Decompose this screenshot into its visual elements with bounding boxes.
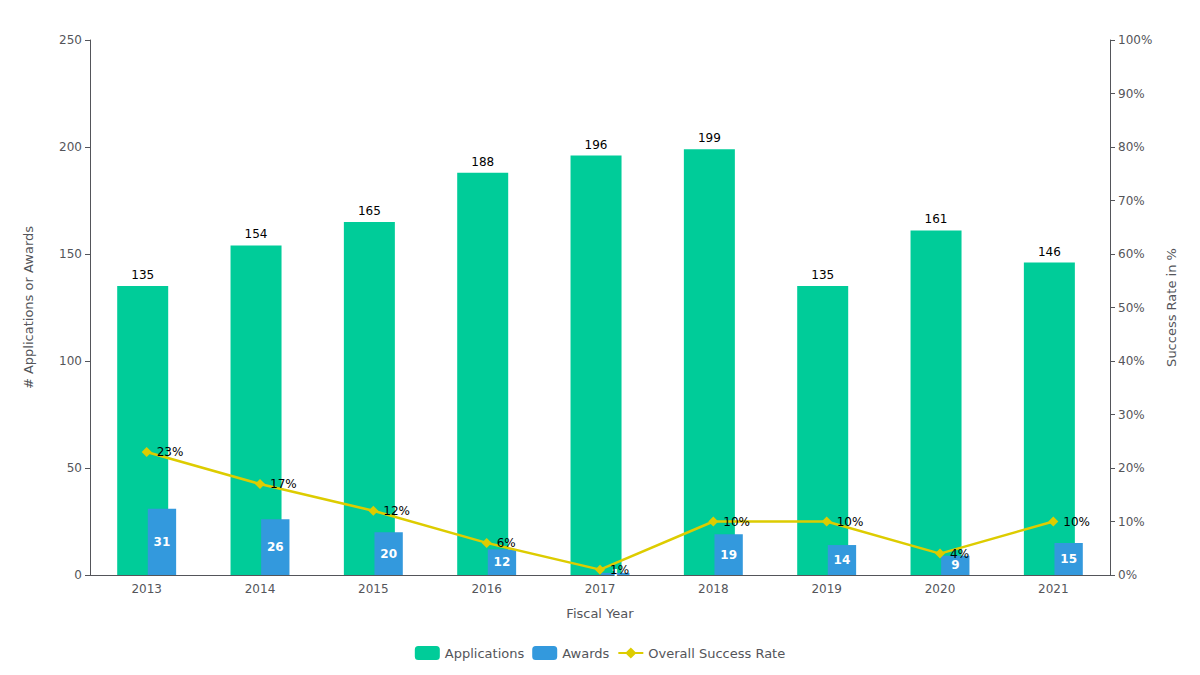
svg-text:6%: 6% xyxy=(497,536,516,550)
svg-text:2014: 2014 xyxy=(245,582,276,596)
svg-text:9: 9 xyxy=(951,558,960,573)
svg-text:150: 150 xyxy=(59,247,82,261)
svg-text:0%: 0% xyxy=(1118,568,1137,582)
svg-text:161: 161 xyxy=(925,212,948,226)
svg-text:135: 135 xyxy=(131,268,154,282)
svg-text:4%: 4% xyxy=(950,547,969,561)
svg-text:200: 200 xyxy=(59,140,82,154)
svg-text:Fiscal Year: Fiscal Year xyxy=(566,606,634,621)
svg-text:100%: 100% xyxy=(1118,33,1152,47)
svg-text:90%: 90% xyxy=(1118,87,1145,101)
svg-text:165: 165 xyxy=(358,204,381,218)
svg-text:Awards: Awards xyxy=(562,646,609,661)
svg-text:100: 100 xyxy=(59,354,82,368)
svg-text:10%: 10% xyxy=(837,515,864,529)
svg-text:80%: 80% xyxy=(1118,140,1145,154)
svg-text:26: 26 xyxy=(267,540,284,554)
svg-text:31: 31 xyxy=(154,535,171,549)
svg-text:14: 14 xyxy=(834,553,851,567)
svg-text:50%: 50% xyxy=(1118,301,1145,315)
svg-text:12%: 12% xyxy=(383,504,410,518)
svg-text:0: 0 xyxy=(74,568,82,582)
svg-text:2017: 2017 xyxy=(585,582,616,596)
svg-text:1%: 1% xyxy=(610,563,629,577)
svg-text:2015: 2015 xyxy=(358,582,389,596)
svg-text:2019: 2019 xyxy=(811,582,842,596)
svg-text:# Applications or Awards: # Applications or Awards xyxy=(21,226,36,389)
svg-text:Applications: Applications xyxy=(445,646,525,661)
svg-text:2021: 2021 xyxy=(1038,582,1069,596)
svg-text:10%: 10% xyxy=(723,515,750,529)
svg-text:60%: 60% xyxy=(1118,247,1145,261)
svg-text:23%: 23% xyxy=(157,445,184,459)
svg-text:199: 199 xyxy=(698,131,721,145)
svg-text:40%: 40% xyxy=(1118,354,1145,368)
svg-text:20%: 20% xyxy=(1118,461,1145,475)
svg-text:250: 250 xyxy=(59,33,82,47)
svg-text:15: 15 xyxy=(1060,552,1077,566)
svg-text:154: 154 xyxy=(245,227,268,241)
svg-text:20: 20 xyxy=(380,547,397,561)
svg-text:19: 19 xyxy=(720,548,737,562)
svg-text:2020: 2020 xyxy=(925,582,956,596)
svg-text:70%: 70% xyxy=(1118,194,1145,208)
svg-text:12: 12 xyxy=(494,555,511,569)
svg-text:10%: 10% xyxy=(1118,515,1145,529)
svg-text:17%: 17% xyxy=(270,477,297,491)
svg-text:196: 196 xyxy=(585,138,608,152)
svg-text:2016: 2016 xyxy=(471,582,502,596)
svg-text:Success Rate in %: Success Rate in % xyxy=(1164,248,1179,367)
svg-text:Overall Success Rate: Overall Success Rate xyxy=(648,646,785,661)
svg-text:50: 50 xyxy=(67,461,82,475)
svg-text:2013: 2013 xyxy=(131,582,162,596)
svg-text:10%: 10% xyxy=(1063,515,1090,529)
svg-text:135: 135 xyxy=(811,268,834,282)
svg-text:2018: 2018 xyxy=(698,582,729,596)
svg-text:146: 146 xyxy=(1038,245,1061,259)
svg-text:188: 188 xyxy=(471,155,494,169)
svg-text:30%: 30% xyxy=(1118,408,1145,422)
